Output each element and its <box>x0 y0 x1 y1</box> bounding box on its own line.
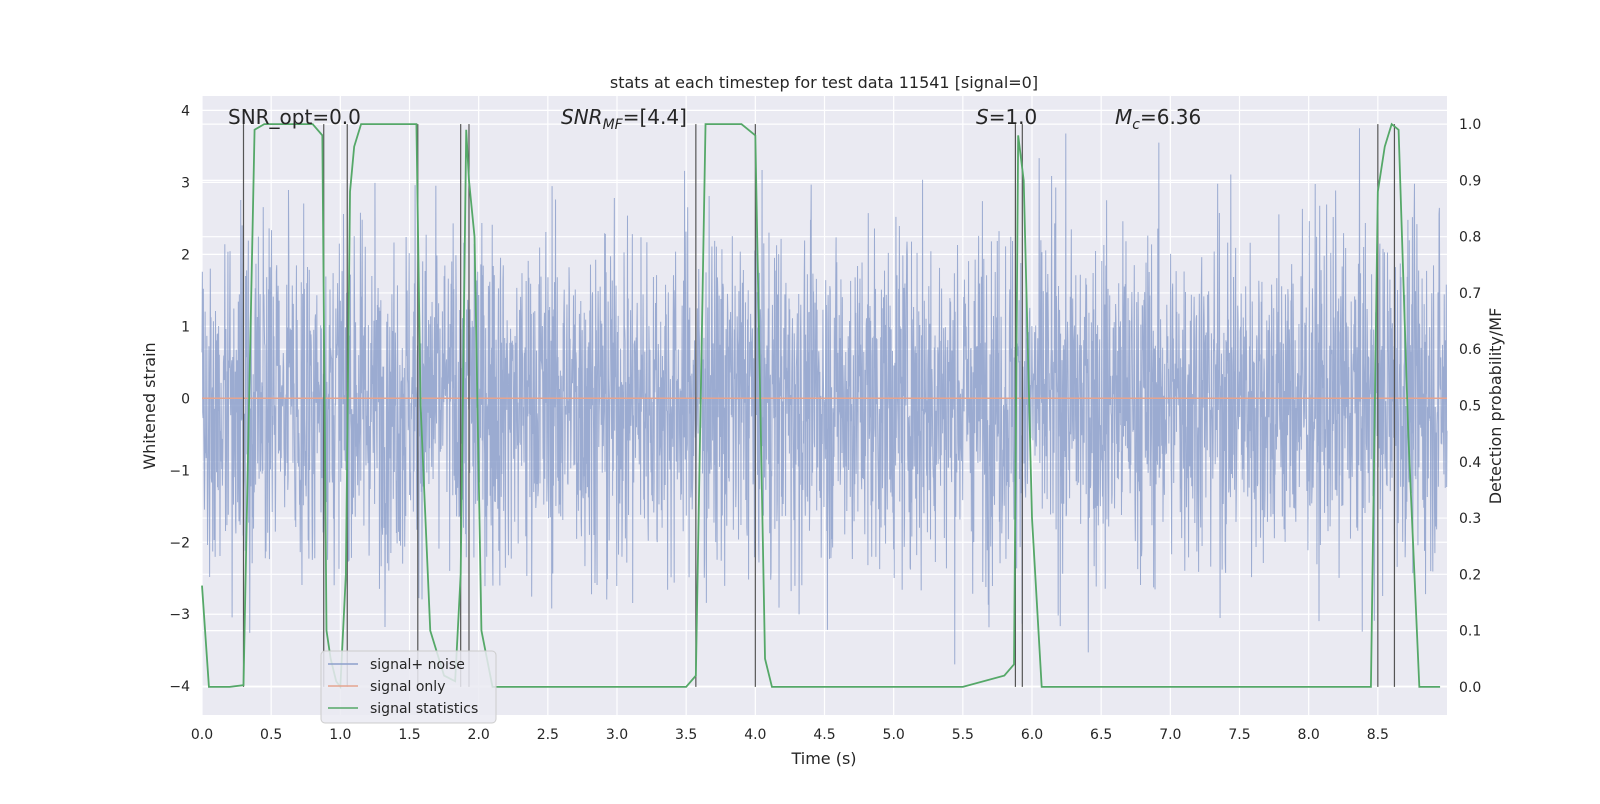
x-tick-label-14: 7.0 <box>1159 727 1181 743</box>
y-right-tick-label-6: 0.4 <box>1459 455 1481 471</box>
y-right-tick-label-10: 0.0 <box>1459 680 1481 696</box>
y-left-tick-label-3: 1 <box>181 319 190 335</box>
x-tick-label-7: 3.5 <box>675 727 697 743</box>
y-right-tick-label-4: 0.6 <box>1459 342 1481 358</box>
series-signal-noise <box>201 128 1448 665</box>
y-left-tick-label-0: 4 <box>181 103 190 119</box>
y-left-tick-label-5: −1 <box>169 463 190 479</box>
x-tick-label-5: 2.5 <box>537 727 559 743</box>
x-tick-label-8: 4.0 <box>744 727 766 743</box>
x-tick-label-2: 1.0 <box>329 727 351 743</box>
y-left-tick-label-1: 3 <box>181 175 190 191</box>
x-tick-label-6: 3.0 <box>606 727 628 743</box>
s-label: S <box>976 105 989 129</box>
legend-box <box>320 650 497 724</box>
annotation-mc: Mc=6.36 <box>1115 105 1201 133</box>
y-right-tick-label-8: 0.2 <box>1459 567 1481 583</box>
x-tick-label-1: 0.5 <box>260 727 282 743</box>
x-tick-label-17: 8.5 <box>1367 727 1389 743</box>
y-left-tick-label-6: −2 <box>169 535 190 551</box>
signal-noise-line <box>201 128 1448 665</box>
mc-label: M <box>1115 105 1132 129</box>
y-left-tick-label-7: −3 <box>169 607 190 623</box>
legend-label-signal-noise: signal+ noise <box>370 657 465 673</box>
x-axis-label: Time (s) <box>790 749 856 768</box>
legend: signal+ noise signal only signal statist… <box>320 650 497 724</box>
x-tick-labels: 0.0 0.5 1.0 1.5 2.0 2.5 3.0 3.5 4.0 4.5 5.0 5.5 6.0 6… <box>191 727 1389 743</box>
y-right-tick-label-2: 0.8 <box>1459 230 1481 246</box>
annotation-snr-opt: SNR_opt=0.0 <box>228 105 361 129</box>
x-tick-label-15: 7.5 <box>1228 727 1250 743</box>
chart-title: stats at each timestep for test data 115… <box>610 73 1038 92</box>
y-right-tick-label-5: 0.5 <box>1459 399 1481 415</box>
x-tick-label-3: 1.5 <box>398 727 420 743</box>
y-right-tick-label-0: 1.0 <box>1459 117 1481 133</box>
mc-subscript: c <box>1132 117 1140 133</box>
snr-mf-label: SNR <box>561 105 603 129</box>
annotation-s: S=1.0 <box>976 105 1037 129</box>
y-left-tick-label-4: 0 <box>181 391 190 407</box>
snr-mf-subscript: MF <box>603 117 624 133</box>
x-tick-label-13: 6.5 <box>1090 727 1112 743</box>
y-right-axis-label: Detection probability/MF <box>1486 308 1505 505</box>
y-right-tick-label-3: 0.7 <box>1459 286 1481 302</box>
x-tick-label-4: 2.0 <box>468 727 490 743</box>
y-left-tick-label-2: 2 <box>181 247 190 263</box>
y-right-tick-label-1: 0.9 <box>1459 173 1481 189</box>
y-left-axis-label: Whitened strain <box>140 342 159 469</box>
y-left-tick-labels: 4 3 2 1 0 −1 −2 −3 −4 <box>169 103 190 695</box>
x-tick-label-12: 6.0 <box>1021 727 1043 743</box>
x-tick-label-10: 5.0 <box>883 727 905 743</box>
annotation-snr-mf: SNRMF=[4.4] <box>561 105 687 133</box>
mc-value: =6.36 <box>1140 105 1201 129</box>
y-left-tick-label-8: −4 <box>169 679 190 695</box>
x-tick-label-9: 4.5 <box>813 727 835 743</box>
y-right-tick-label-9: 0.1 <box>1459 624 1481 640</box>
x-tick-label-16: 8.0 <box>1298 727 1320 743</box>
x-tick-label-0: 0.0 <box>191 727 213 743</box>
y-right-tick-labels: 1.0 0.9 0.8 0.7 0.6 0.5 0.4 0.3 0.2 0.1 0.0 <box>1459 117 1481 696</box>
y-right-tick-label-7: 0.3 <box>1459 511 1481 527</box>
legend-label-signal-only: signal only <box>370 679 445 695</box>
x-tick-label-11: 5.5 <box>952 727 974 743</box>
snr-mf-value: =[4.4] <box>623 105 687 129</box>
vertical-markers <box>242 124 1396 687</box>
s-value: =1.0 <box>989 105 1038 129</box>
legend-label-signal-statistics: signal statistics <box>370 701 478 717</box>
